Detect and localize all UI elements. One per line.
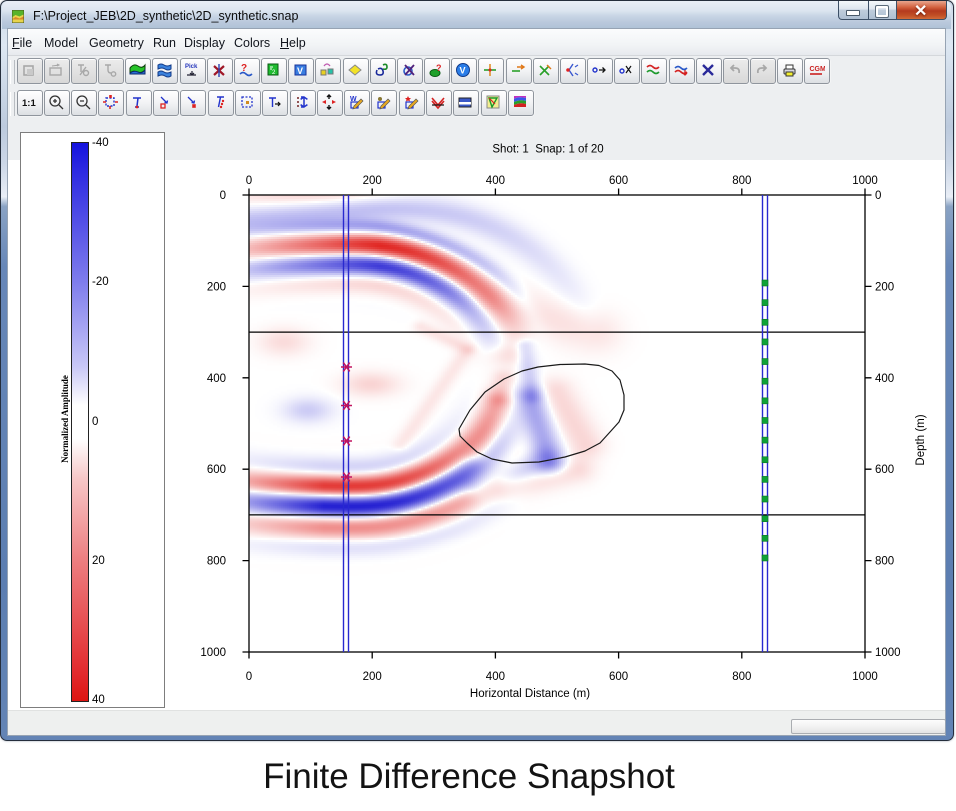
svg-text:0: 0 xyxy=(246,175,252,187)
svg-text:600: 600 xyxy=(609,175,628,187)
svg-text:1:1: 1:1 xyxy=(22,98,36,109)
svg-text:1000: 1000 xyxy=(852,671,878,683)
svg-text:800: 800 xyxy=(875,556,894,568)
svg-text:0: 0 xyxy=(875,190,881,202)
svg-text:400: 400 xyxy=(207,373,226,385)
svg-text:1000: 1000 xyxy=(852,175,878,187)
svg-text:1000: 1000 xyxy=(875,647,901,659)
svg-text:400: 400 xyxy=(875,373,894,385)
svg-text:200: 200 xyxy=(363,671,382,683)
svg-text:Pick: Pick xyxy=(185,64,198,70)
svg-text:CGM: CGM xyxy=(810,66,826,73)
svg-text:200: 200 xyxy=(875,281,894,293)
svg-text:?: ? xyxy=(436,63,442,73)
svg-text:?: ? xyxy=(241,63,247,74)
svg-text:400: 400 xyxy=(486,175,505,187)
svg-text:1000: 1000 xyxy=(200,647,226,659)
svg-text:200: 200 xyxy=(363,175,382,187)
svg-text:800: 800 xyxy=(207,556,226,568)
svg-text:600: 600 xyxy=(609,671,628,683)
svg-text:600: 600 xyxy=(875,464,894,476)
svg-text:V: V xyxy=(297,66,303,76)
svg-text:200: 200 xyxy=(207,281,226,293)
svg-text:Shot: 1 Snap: 1 of 20: Shot: 1 Snap: 1 of 20 xyxy=(492,144,603,156)
svg-text:0: 0 xyxy=(220,190,226,202)
svg-text:800: 800 xyxy=(732,671,751,683)
svg-text:600: 600 xyxy=(207,464,226,476)
svg-text:400: 400 xyxy=(486,671,505,683)
svg-text:800: 800 xyxy=(732,175,751,187)
svg-text:2: 2 xyxy=(272,70,276,76)
svg-text:W: W xyxy=(350,96,357,103)
svg-text:Depth (m): Depth (m) xyxy=(915,414,927,465)
svg-text:0: 0 xyxy=(246,671,252,683)
svg-text:V: V xyxy=(460,66,466,76)
svg-text:Horizontal Distance (m): Horizontal Distance (m) xyxy=(470,688,590,700)
